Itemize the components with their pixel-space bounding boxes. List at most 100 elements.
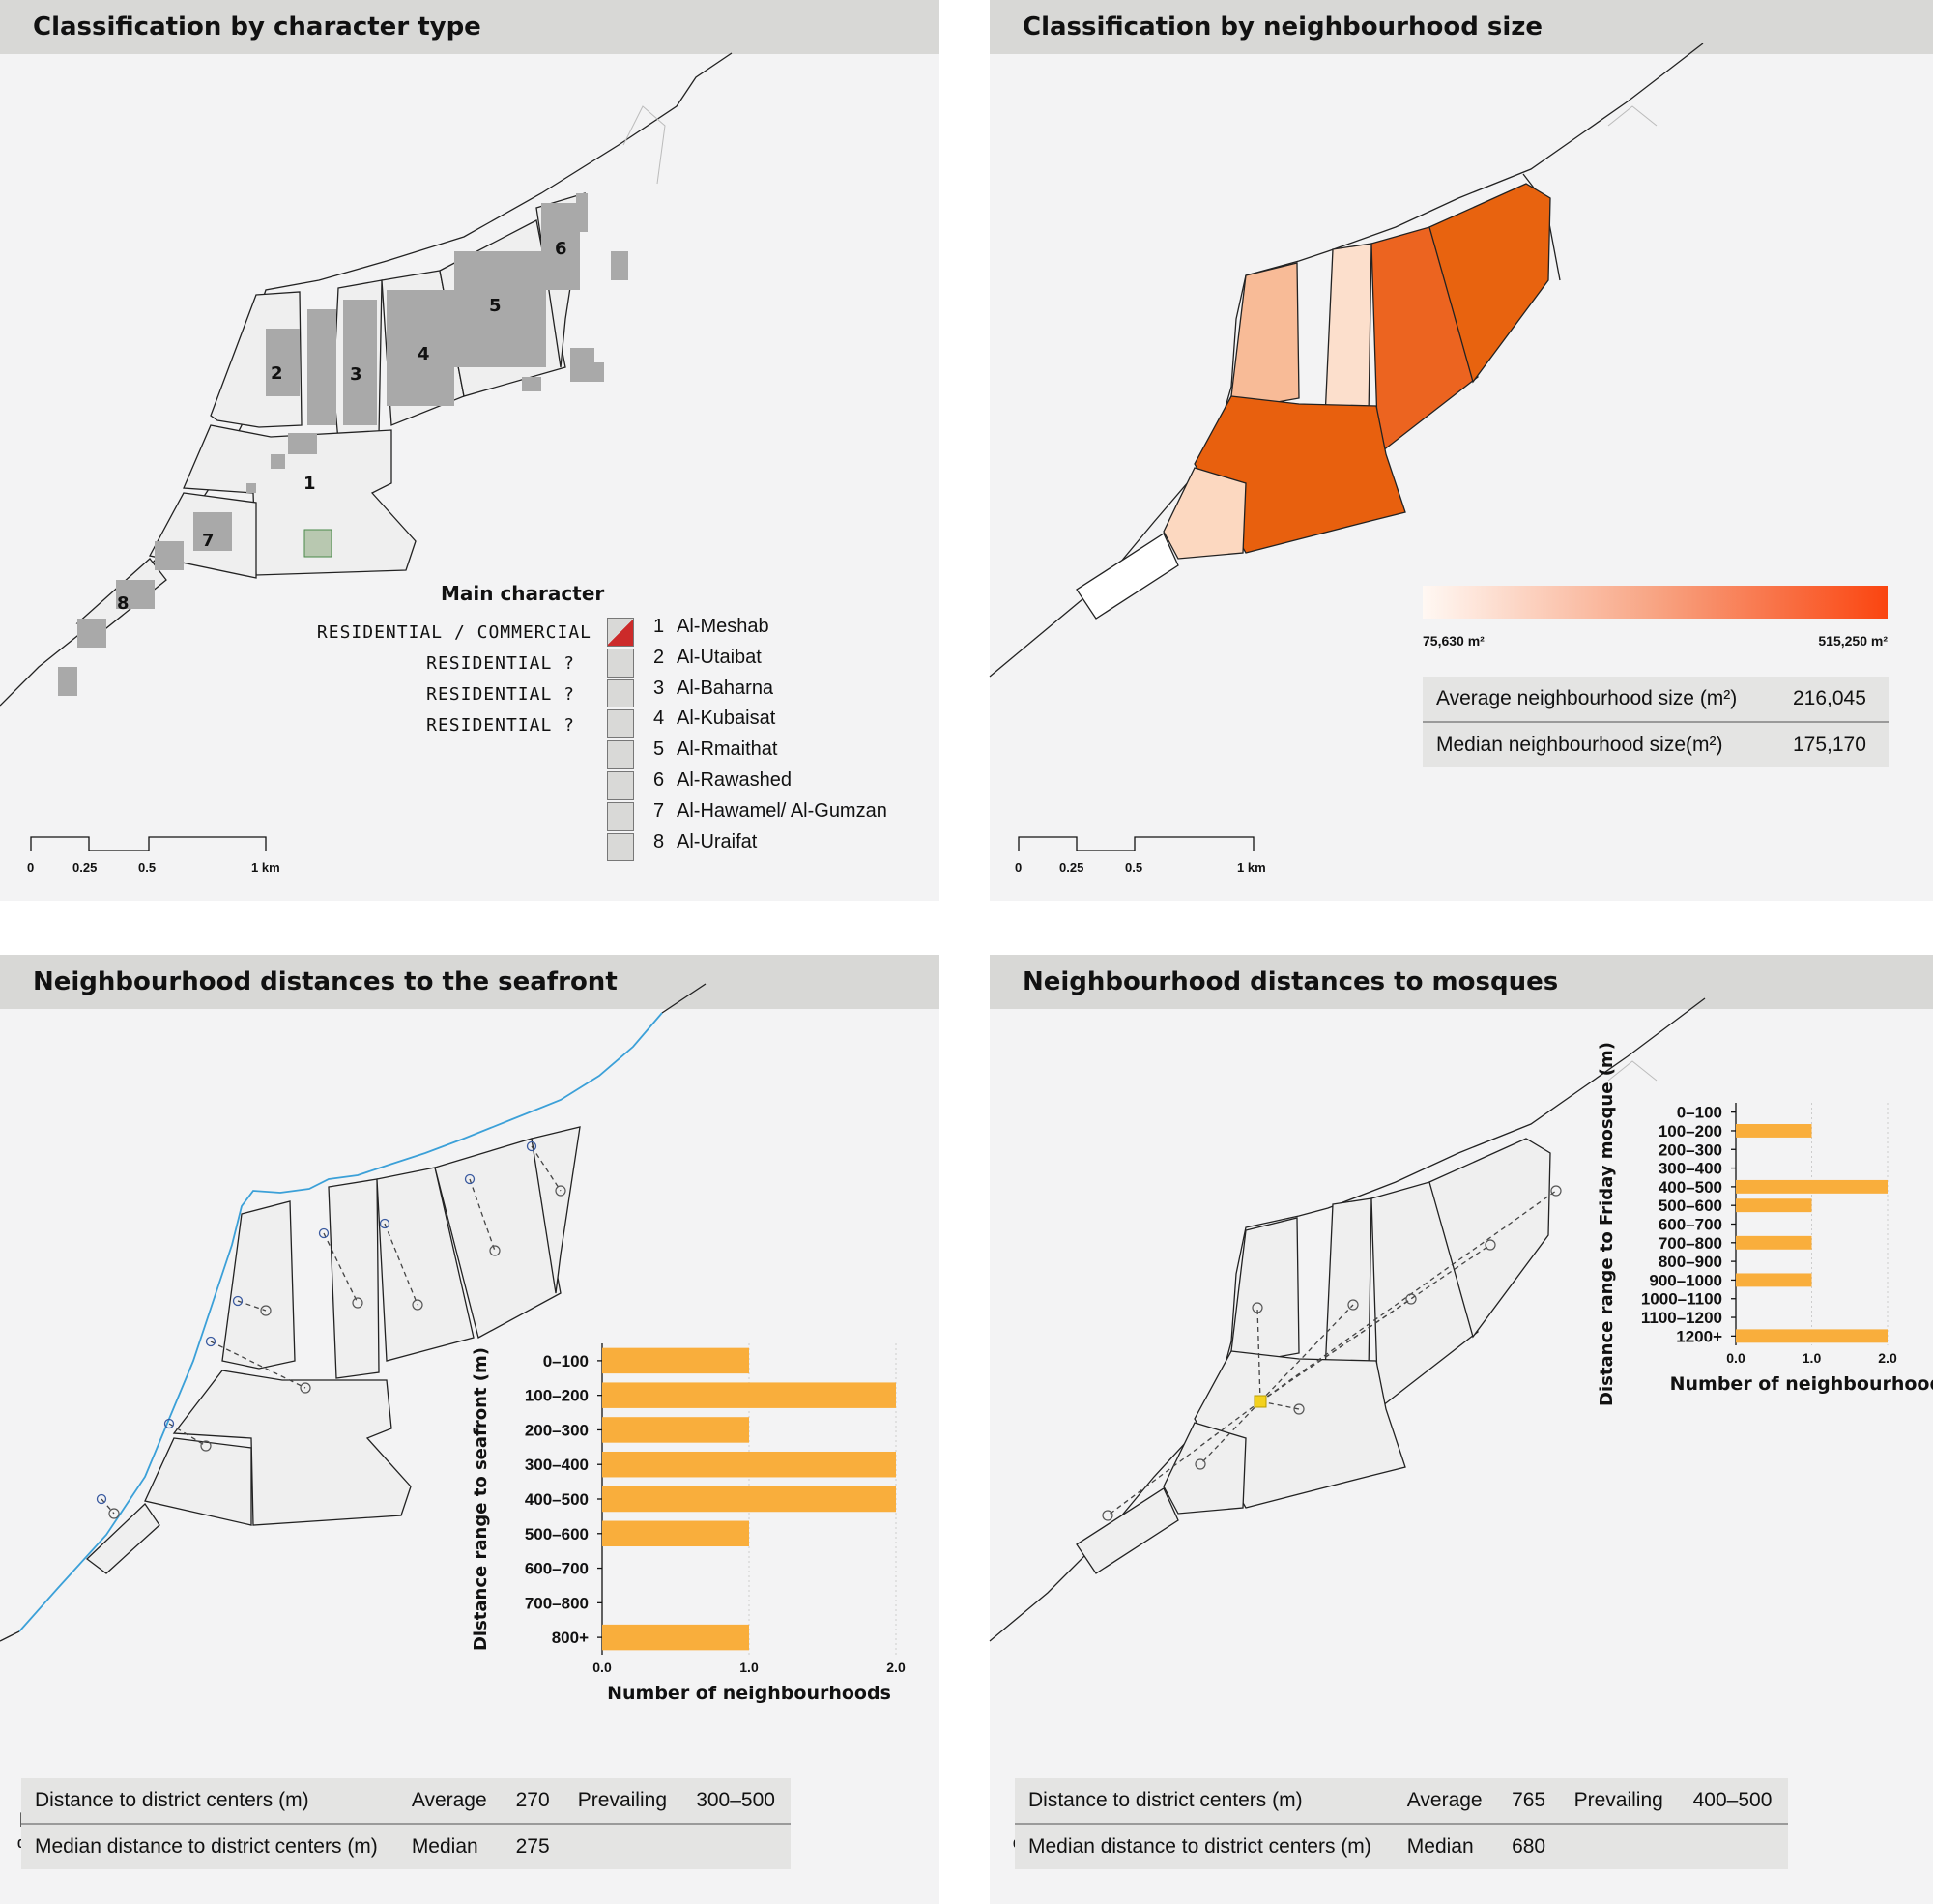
chart-category-label: 0–100 bbox=[1677, 1104, 1722, 1122]
district-centers bbox=[1102, 1185, 1562, 1521]
friday-mosque-marker bbox=[1254, 1395, 1267, 1408]
seafront-stats-table: Distance to district centers (m) Average… bbox=[21, 1778, 791, 1869]
chart-bar bbox=[1736, 1273, 1812, 1287]
stat-key: Median bbox=[1393, 1823, 1499, 1869]
seafront-line bbox=[18, 1012, 663, 1632]
size-stats-table: Average neighbourhood size (m²) 216,045 M… bbox=[1423, 677, 1889, 767]
stat-value: 765 bbox=[1512, 1789, 1546, 1811]
chart-category-label: 600–700 bbox=[525, 1560, 589, 1578]
legend-title: Main character bbox=[441, 582, 605, 605]
stat-key: Average bbox=[1406, 1789, 1483, 1811]
size-district-8 bbox=[1076, 533, 1179, 620]
chart-tick-label: 2.0 bbox=[886, 1659, 906, 1675]
legend-name: Al-Rawashed bbox=[677, 769, 792, 791]
panel-seafront-distance: Neighbourhood distances to the seafront bbox=[0, 955, 939, 1904]
size-stats-row: Average neighbourhood size (m²) 216,045 bbox=[1423, 677, 1889, 722]
stat-value: 300–500 bbox=[696, 1789, 775, 1811]
district-number-6: 6 bbox=[555, 239, 567, 259]
chart-category-label: 500–600 bbox=[1659, 1197, 1722, 1215]
swatch-residential bbox=[607, 771, 634, 800]
stat-key: Median bbox=[397, 1823, 503, 1869]
chart-category-label: 900–1000 bbox=[1649, 1271, 1722, 1289]
stat-label: Median distance to district centers (m) bbox=[21, 1823, 398, 1869]
chart-tick-label: 0.0 bbox=[1726, 1350, 1745, 1366]
legend-number: 5 bbox=[653, 738, 665, 761]
distance-lines bbox=[101, 1145, 562, 1515]
chart-tick-label: 0.0 bbox=[592, 1659, 612, 1675]
legend-name: Al-Meshab bbox=[677, 616, 769, 637]
scale-label-05: 0.5 bbox=[1125, 860, 1142, 875]
chart-category-label: 0–100 bbox=[543, 1352, 589, 1370]
district-number-3: 3 bbox=[350, 364, 362, 385]
chart-category-label: 700–800 bbox=[525, 1594, 589, 1612]
seafront-stats-row: Median distance to district centers (m) … bbox=[21, 1823, 791, 1869]
character-label-4: RESIDENTIAL ? bbox=[426, 715, 575, 736]
panel-title: Neighbourhood distances to mosques bbox=[990, 955, 1933, 1009]
size-district-4 bbox=[1370, 226, 1479, 456]
size-district-2 bbox=[1230, 262, 1300, 407]
chart-category-label: 700–800 bbox=[1659, 1234, 1722, 1253]
chart-tick-label: 1.0 bbox=[1803, 1350, 1822, 1366]
district-number-5: 5 bbox=[489, 296, 502, 316]
scale-bar bbox=[1018, 836, 1255, 851]
chart-bar bbox=[602, 1520, 749, 1547]
stat-label: Average neighbourhood size (m²) bbox=[1436, 687, 1738, 709]
district-outlines bbox=[85, 1126, 581, 1574]
seafront-points bbox=[96, 1140, 537, 1505]
size-gradient-bar bbox=[1423, 586, 1888, 619]
stat-value: 216,045 bbox=[1792, 687, 1866, 709]
stat-key: Prevailing bbox=[577, 1789, 667, 1811]
chart-bar bbox=[1736, 1198, 1812, 1213]
legend-name: Al-Hawamel/ Al-Gumzan bbox=[677, 799, 887, 822]
chart-x-label: Number of neighbourhoods bbox=[607, 1683, 891, 1704]
stat-value: 275 bbox=[502, 1823, 564, 1869]
chart-category-label: 100–200 bbox=[1659, 1122, 1722, 1140]
chart-category-label: 500–600 bbox=[525, 1525, 589, 1543]
stat-value: 175,170 bbox=[1778, 721, 1889, 767]
chart-tick-label: 2.0 bbox=[1878, 1350, 1897, 1366]
chart-category-label: 300–400 bbox=[525, 1456, 589, 1474]
stat-value: 400–500 bbox=[1692, 1789, 1773, 1811]
legend-name: Al-Kubaisat bbox=[677, 707, 776, 730]
district-number-8: 8 bbox=[117, 593, 130, 614]
size-district-7 bbox=[1163, 467, 1247, 560]
stat-value: 270 bbox=[515, 1789, 550, 1811]
chart-category-label: 400–500 bbox=[1659, 1178, 1722, 1197]
chart-tick-label: 1.0 bbox=[739, 1659, 759, 1675]
scale-label-025: 0.25 bbox=[1059, 860, 1083, 875]
seafront-distance-chart: 0.0 1.0 2.0 0–100 100–200 200–300 300–400 400–5… bbox=[471, 1343, 906, 1704]
chart-category-label: 1200+ bbox=[1676, 1327, 1722, 1345]
chart-bar bbox=[1736, 1329, 1888, 1343]
panel-mosque-distance: Neighbourhood distances to mosques 0.0 1.… bbox=[989, 955, 1933, 1904]
panel-title: Neighbourhood distances to the seafront bbox=[0, 955, 939, 1009]
district-number-2: 2 bbox=[271, 363, 283, 384]
mosque-distance-chart: 0.0 1.0 2.0 0–100100–200200–300300–400400–5… bbox=[1597, 1042, 1933, 1406]
district-1 bbox=[183, 424, 417, 576]
scale-label-1km: 1 km bbox=[251, 860, 280, 875]
stat-label: Distance to district centers (m) bbox=[1028, 1789, 1303, 1811]
chart-category-label: 200–300 bbox=[1659, 1140, 1722, 1159]
district-number-1: 1 bbox=[303, 474, 316, 494]
stat-label: Distance to district centers (m) bbox=[35, 1789, 309, 1811]
mosque-stats-row: Median distance to district centers (m) … bbox=[1015, 1823, 1788, 1869]
legend-number: 4 bbox=[653, 707, 665, 730]
district-number-4: 4 bbox=[418, 344, 430, 364]
scale-label-0: 0 bbox=[17, 1836, 24, 1851]
swatch-residential bbox=[607, 678, 634, 708]
panel-neighbourhood-size: Classification by neighbourhood size 75,… bbox=[989, 0, 1933, 901]
size-district-5 bbox=[1428, 183, 1551, 384]
seafront-map: 0.0 1.0 2.0 0–100 100–200 200–300 300–400 400–5… bbox=[0, 983, 906, 1851]
chart-y-label: Distance range to seafront (m) bbox=[471, 1347, 491, 1651]
character-label-3: RESIDENTIAL ? bbox=[426, 684, 575, 705]
size-district-3 bbox=[1324, 243, 1372, 418]
stat-empty bbox=[563, 1823, 683, 1869]
chart-category-label: 300–400 bbox=[1659, 1160, 1722, 1178]
swatch-residential bbox=[607, 832, 634, 862]
legend-number: 3 bbox=[653, 677, 665, 699]
district-centers bbox=[108, 1185, 566, 1519]
district-number-7: 7 bbox=[202, 531, 215, 551]
chart-category-label: 100–200 bbox=[525, 1387, 589, 1405]
swatch-residential bbox=[607, 648, 634, 678]
legend-number: 1 bbox=[653, 616, 665, 637]
chart-bar bbox=[1736, 1235, 1812, 1250]
